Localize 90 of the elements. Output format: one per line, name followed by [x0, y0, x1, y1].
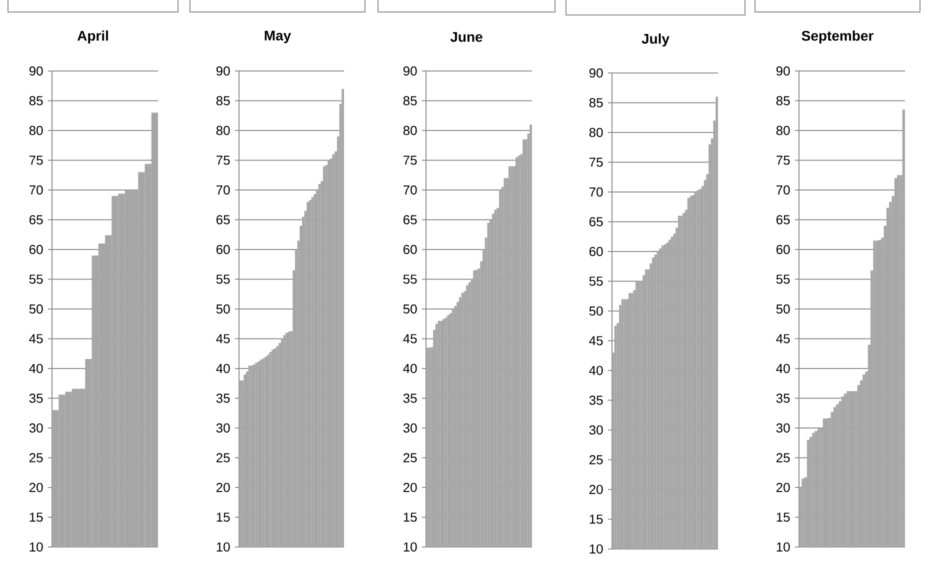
y-tick-label: 65: [776, 215, 790, 224]
chart-title: July: [642, 33, 670, 47]
y-tick-label: 40: [776, 364, 790, 374]
y-tick-label: 50: [776, 304, 790, 314]
y-tick-label: 90: [216, 66, 230, 76]
y-tick-label: 85: [589, 98, 603, 108]
chart-title: May: [264, 30, 292, 44]
y-tick-label: 20: [589, 484, 603, 494]
y-tick-label: 80: [29, 126, 43, 136]
y-tick-label: 90: [403, 66, 417, 76]
y-tick-label: 80: [403, 126, 417, 136]
y-tick-label: 45: [776, 334, 790, 344]
y-tick-label: 35: [589, 396, 603, 405]
y-tick-label: 10: [216, 542, 230, 552]
y-tick-label: 55: [29, 274, 43, 284]
y-tick-label: 75: [404, 156, 417, 165]
y-tick-label: 60: [216, 244, 230, 254]
y-tick-label: 30: [776, 423, 790, 433]
y-tick-label: 15: [216, 512, 230, 522]
y-tick-label: 30: [589, 425, 603, 435]
y-tick-label: 40: [589, 366, 603, 376]
y-tick-label: 35: [403, 394, 417, 403]
y-tick-label: 70: [216, 185, 230, 195]
y-tick-label: 50: [403, 304, 417, 314]
chart-title: June: [450, 32, 482, 42]
y-tick-label: 90: [589, 68, 603, 78]
y-tick-label: 65: [30, 215, 43, 224]
y-tick-label: 20: [403, 482, 417, 492]
y-tick-label: 85: [403, 96, 417, 106]
y-tick-label: 70: [404, 185, 417, 195]
y-tick-label: 15: [404, 512, 417, 522]
y-tick-label: 75: [776, 156, 790, 165]
y-tick-label: 45: [589, 336, 603, 346]
y-tick-label: 90: [776, 66, 790, 76]
y-tick-label: 45: [29, 334, 43, 344]
y-tick-label: 55: [403, 274, 417, 284]
y-tick-label: 35: [216, 394, 230, 403]
y-tick-label: 50: [589, 306, 603, 316]
y-tick-label: 60: [590, 246, 603, 256]
y-tick-label: 25: [776, 453, 790, 462]
y-tick-label: 65: [216, 215, 230, 224]
y-tick-label: 25: [29, 453, 43, 462]
y-tick-label: 60: [30, 244, 43, 254]
y-tick-label: 75: [590, 158, 603, 167]
y-tick-label: 10: [404, 542, 417, 552]
y-tick-label: 80: [589, 128, 603, 138]
y-tick-label: 30: [216, 423, 230, 433]
chart-title: April: [77, 30, 108, 44]
y-tick-label: 70: [776, 185, 790, 195]
y-tick-label: 35: [776, 394, 790, 403]
y-tick-label: 20: [216, 482, 230, 492]
y-tick-label: 55: [216, 274, 230, 284]
y-tick-label: 30: [403, 423, 417, 433]
y-tick-label: 65: [404, 215, 417, 224]
y-tick-label: 90: [29, 66, 43, 76]
y-tick-label: 80: [776, 126, 790, 136]
y-tick-label: 30: [29, 423, 43, 433]
y-tick-label: 40: [216, 364, 230, 374]
y-tick-label: 25: [589, 455, 603, 464]
y-tick-label: 45: [216, 334, 230, 344]
y-tick-label: 40: [403, 364, 417, 374]
y-tick-label: 55: [776, 274, 790, 284]
y-tick-label: 85: [776, 96, 790, 106]
y-tick-label: 70: [30, 185, 43, 195]
y-tick-label: 15: [30, 512, 43, 522]
y-tick-label: 15: [776, 512, 790, 522]
y-tick-label: 60: [776, 244, 790, 254]
y-tick-label: 65: [590, 217, 603, 226]
y-tick-label: 20: [29, 482, 43, 492]
y-tick-label: 45: [403, 334, 417, 344]
y-tick-label: 55: [589, 276, 603, 286]
y-tick-label: 85: [29, 96, 43, 106]
y-tick-label: 10: [30, 542, 43, 552]
y-tick-label: 60: [404, 244, 417, 254]
y-tick-label: 50: [29, 304, 43, 314]
y-tick-label: 25: [403, 453, 417, 462]
y-tick-label: 50: [216, 304, 230, 314]
y-tick-label: 20: [776, 482, 790, 492]
y-tick-label: 80: [216, 126, 230, 136]
y-tick-label: 75: [30, 156, 43, 165]
y-tick-label: 75: [216, 156, 230, 165]
y-tick-label: 85: [216, 96, 230, 106]
y-tick-label: 10: [776, 542, 790, 552]
y-tick-label: 70: [590, 187, 603, 197]
y-tick-label: 10: [590, 544, 603, 554]
y-tick-label: 15: [590, 514, 603, 524]
y-tick-label: 35: [29, 394, 43, 403]
y-tick-label: 40: [29, 364, 43, 374]
y-tick-label: 25: [216, 453, 230, 462]
chart-title: September: [802, 30, 874, 44]
